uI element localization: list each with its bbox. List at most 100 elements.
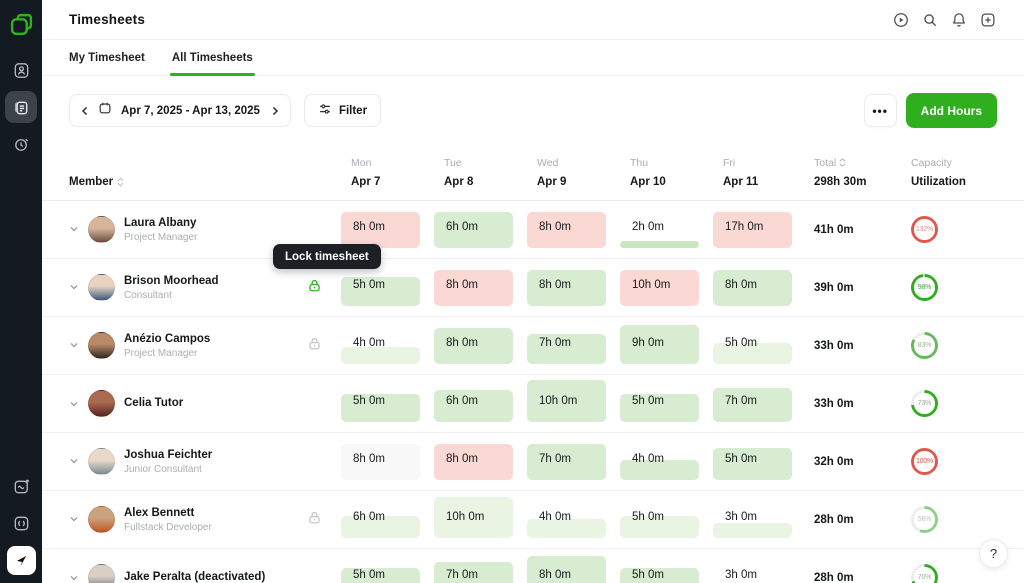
tab-all-timesheets[interactable]: All Timesheets: [169, 40, 255, 76]
sort-icon[interactable]: [117, 177, 124, 187]
table-row: Joshua Feichter Junior Consultant 8h 0m 8…: [42, 433, 1024, 491]
hours-value: 8h 0m: [353, 220, 385, 233]
utilization-value: 98%: [914, 277, 935, 298]
hours-cell[interactable]: 5h 0m: [620, 560, 699, 583]
member-cell[interactable]: Joshua Feichter Junior Consultant: [69, 447, 304, 477]
demo-play-icon[interactable]: [892, 11, 910, 29]
hours-cell[interactable]: 5h 0m: [341, 386, 420, 422]
developer-icon[interactable]: [5, 507, 37, 539]
hours-cell[interactable]: 10h 0m: [527, 379, 606, 422]
hours-value: 7h 0m: [725, 394, 757, 407]
hours-value: 3h 0m: [725, 568, 757, 581]
hours-cell[interactable]: 8h 0m: [713, 269, 792, 306]
hours-cell[interactable]: 4h 0m: [341, 328, 420, 364]
table-header: Member Mon Apr 7 Tue Apr 8 Wed Apr 9 Thu Apr…: [42, 143, 1024, 201]
sidebar-item-timesheets[interactable]: [5, 91, 37, 123]
hours-value: 5h 0m: [632, 394, 664, 407]
member-cell[interactable]: Jake Peralta (deactivated): [69, 564, 304, 583]
toolbar: Apr 7, 2025 - Apr 13, 2025 Filter ••• Ad…: [42, 76, 1024, 143]
expand-row-icon[interactable]: [69, 456, 79, 466]
hours-cell[interactable]: 5h 0m: [341, 560, 420, 583]
hours-cell[interactable]: 8h 0m: [527, 211, 606, 248]
expand-row-icon[interactable]: [69, 514, 79, 524]
tab-my-timesheet[interactable]: My Timesheet: [69, 51, 145, 64]
hours-cell[interactable]: 6h 0m: [341, 502, 420, 538]
hours-cell[interactable]: 8h 0m: [527, 269, 606, 306]
hours-value: 4h 0m: [632, 452, 664, 465]
hours-value: 8h 0m: [539, 220, 571, 233]
hours-cell[interactable]: 8h 0m: [341, 211, 420, 248]
member-name: Brison Moorhead: [124, 274, 219, 287]
search-icon[interactable]: [921, 11, 939, 29]
hours-cell[interactable]: 6h 0m: [434, 386, 513, 422]
lock-timesheet-icon[interactable]: [307, 278, 322, 298]
add-new-icon[interactable]: [979, 11, 997, 29]
help-button[interactable]: ?: [979, 539, 1008, 568]
more-actions-button[interactable]: •••: [863, 94, 897, 127]
row-total: 33h 0m: [814, 339, 854, 352]
notifications-icon[interactable]: [950, 11, 968, 29]
member-cell[interactable]: Anézio Campos Project Manager: [69, 331, 304, 361]
table-row: Laura Albany Project Manager 8h 0m 6h 0m 8…: [42, 201, 1024, 259]
add-hours-button[interactable]: Add Hours: [905, 93, 997, 128]
hours-cell[interactable]: 7h 0m: [434, 560, 513, 583]
expand-row-icon[interactable]: [69, 282, 79, 292]
hours-cell[interactable]: 8h 0m: [527, 555, 606, 583]
hours-cell[interactable]: 8h 0m: [434, 327, 513, 364]
workspace-badge[interactable]: [6, 546, 36, 575]
hours-cell[interactable]: 3h 0m: [713, 560, 792, 583]
prev-week-icon[interactable]: [79, 105, 91, 117]
hours-cell[interactable]: 5h 0m: [713, 328, 792, 364]
expand-row-icon[interactable]: [69, 340, 79, 350]
hours-cell[interactable]: 8h 0m: [434, 269, 513, 306]
column-header-mon: Mon Apr 7: [351, 157, 381, 188]
filter-button[interactable]: Filter: [303, 94, 382, 127]
hours-value: 7h 0m: [539, 452, 571, 465]
column-header-total[interactable]: Total 298h 30m: [806, 157, 897, 188]
member-cell[interactable]: Brison Moorhead Consultant: [69, 273, 304, 303]
hours-cell[interactable]: 7h 0m: [527, 328, 606, 364]
avatar: [88, 273, 115, 301]
member-column-header[interactable]: Member: [69, 176, 114, 188]
lock-timesheet-icon[interactable]: [307, 336, 322, 356]
expand-row-icon[interactable]: [69, 399, 79, 409]
hours-cell[interactable]: 7h 0m: [713, 386, 792, 422]
hours-cell[interactable]: 3h 0m: [713, 502, 792, 538]
hours-cell[interactable]: 4h 0m: [527, 502, 606, 538]
hours-cell[interactable]: 5h 0m: [620, 502, 699, 538]
lock-timesheet-icon[interactable]: [307, 510, 322, 530]
hours-cell[interactable]: 8h 0m: [341, 443, 420, 480]
hours-cell[interactable]: 17h 0m: [713, 211, 792, 248]
hours-cell[interactable]: 10h 0m: [434, 496, 513, 538]
hours-cell[interactable]: 2h 0m: [620, 212, 699, 248]
hours-cell[interactable]: 4h 0m: [620, 444, 699, 480]
next-week-icon[interactable]: [269, 105, 281, 117]
member-role: Project Manager: [124, 348, 198, 360]
hours-value: 6h 0m: [446, 394, 478, 407]
member-role: Junior Consultant: [124, 464, 202, 476]
page-title: Timesheets: [69, 12, 146, 27]
hours-cell[interactable]: 8h 0m: [434, 443, 513, 480]
hours-cell[interactable]: 5h 0m: [341, 270, 420, 306]
member-cell[interactable]: Alex Bennett Fullstack Developer: [69, 505, 304, 535]
hours-cell[interactable]: 7h 0m: [527, 443, 606, 480]
hours-cell[interactable]: 9h 0m: [620, 324, 699, 364]
hours-cell[interactable]: 5h 0m: [713, 444, 792, 480]
expand-row-icon[interactable]: [69, 573, 79, 583]
date-range-picker[interactable]: Apr 7, 2025 - Apr 13, 2025: [69, 94, 291, 127]
hours-cell[interactable]: 6h 0m: [434, 211, 513, 248]
member-cell[interactable]: Celia Tutor: [69, 390, 304, 417]
utilization-value: 100%: [914, 451, 935, 472]
sidebar-item-time-tracker[interactable]: [5, 128, 37, 160]
utilization-value: 70%: [914, 567, 935, 583]
expand-row-icon[interactable]: [69, 224, 79, 234]
whats-new-icon[interactable]: [5, 470, 37, 502]
app-logo-icon[interactable]: [6, 9, 36, 39]
member-cell[interactable]: Laura Albany Project Manager: [69, 215, 304, 245]
lock-timesheet-tooltip: Lock timesheet: [273, 244, 381, 269]
column-header-tue: Tue Apr 8: [444, 157, 474, 188]
hours-value: 17h 0m: [725, 220, 764, 233]
hours-cell[interactable]: 5h 0m: [620, 386, 699, 422]
sidebar-item-contacts[interactable]: [5, 54, 37, 86]
hours-cell[interactable]: 10h 0m: [620, 269, 699, 306]
